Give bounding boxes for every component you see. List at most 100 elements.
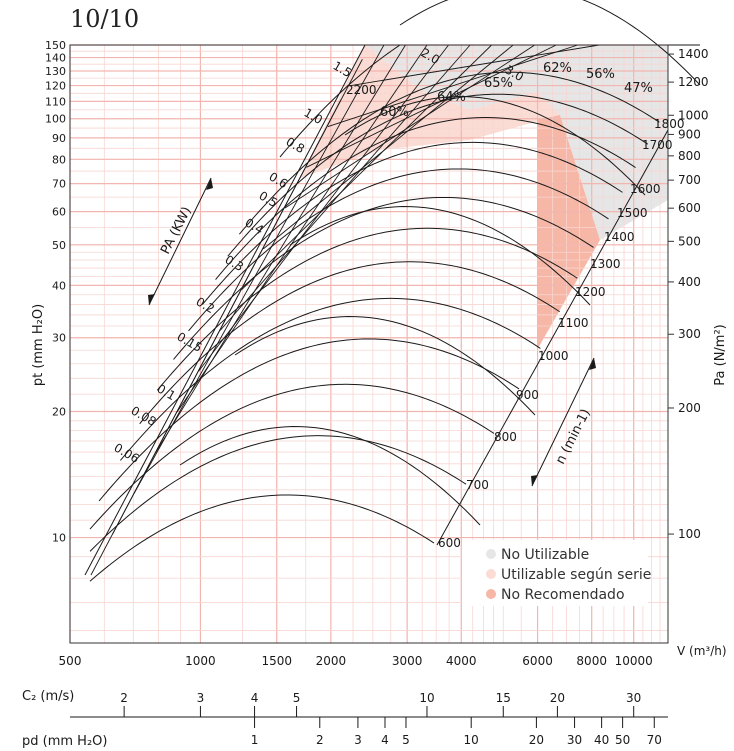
power-axis-arrow-line [148, 177, 212, 306]
speed-label: 1300 [590, 257, 621, 271]
y-right-tick-label: 700 [678, 173, 701, 187]
right-boundary [436, 129, 669, 546]
speed-label: 2200 [346, 83, 377, 97]
y-right-tick-label: 1200 [678, 75, 709, 89]
efficiency-curve [289, 206, 591, 306]
scale-pd-tick: 10 [464, 733, 479, 747]
y-right-tick-label: 400 [678, 275, 701, 289]
scale-pd-tick: 30 [567, 733, 582, 747]
speed-curve [188, 168, 609, 332]
speed-label: 1400 [604, 230, 635, 244]
y-left-tick-label: 140 [45, 52, 66, 65]
speed-label: 900 [516, 388, 539, 402]
power-line [112, 59, 363, 535]
legend-label: Utilizable según serie [501, 567, 651, 583]
power-label: 0.6 [267, 169, 291, 191]
x-tick-label: 3000 [392, 654, 423, 668]
speed-curve [279, 44, 700, 158]
y-right-tick-label: 200 [678, 401, 701, 415]
speed-axis-label: n (min-1) [553, 407, 594, 467]
power-line [263, 44, 514, 250]
efficiency-curve [179, 426, 481, 526]
plot-frame [69, 44, 669, 644]
x-tick-label: 6000 [522, 654, 553, 668]
power-label: 1.0 [302, 105, 326, 127]
x-tick-label: 1500 [261, 654, 292, 668]
scale-c2-tick: 4 [251, 691, 259, 705]
y-left-tick-label: 60 [52, 206, 66, 219]
y-right-tick-label: 1000 [678, 108, 709, 122]
page-title: 10/10 [70, 5, 139, 33]
efficiency-label: 65% [484, 76, 513, 91]
scale-pd-tick: 5 [402, 733, 410, 747]
power-line [349, 44, 600, 87]
power-label: 0.06 [112, 440, 142, 465]
x-tick-label: 4000 [446, 654, 477, 668]
power-axis-arrow-head-down [148, 294, 155, 305]
power-axis-arrow-head-up [206, 178, 213, 190]
y-right-tick-label: 900 [678, 127, 701, 141]
power-line [155, 44, 406, 453]
y-left-tick-label: 110 [45, 95, 66, 108]
efficiency-label: 60% [380, 105, 409, 120]
scale-c2-tick: 3 [197, 691, 205, 705]
axes: 500 1000 1500 2000 3000 4000 6000 8000 10000 V (m… [31, 39, 728, 668]
speed-label: 800 [494, 430, 517, 444]
scale-pd-tick: 50 [615, 733, 630, 747]
power-line [198, 44, 449, 372]
scale-pd-tick: 70 [647, 733, 662, 747]
scale-c2-tick: 10 [419, 691, 434, 705]
legend-swatch [486, 569, 496, 579]
x-tick-label: 500 [59, 654, 82, 668]
scale-c2-tick: 15 [496, 691, 511, 705]
speed-label: 1000 [538, 349, 569, 363]
speed-curve [227, 93, 649, 257]
y-right-tick-label: 800 [678, 149, 701, 163]
scale-c2-tick: 30 [626, 691, 641, 705]
speed-label: 1500 [617, 206, 648, 220]
speed-curve [89, 435, 467, 552]
power-line [176, 44, 428, 413]
speed-label: 600 [438, 536, 461, 550]
power-label: 0.4 [243, 215, 267, 237]
legend: No Utilizable Utilizable según serie No Re… [462, 540, 651, 606]
legend-label: No Utilizable [501, 547, 589, 563]
x-tick-label: 2000 [316, 654, 347, 668]
power-line [327, 44, 578, 127]
speed-axis-arrow-head-up [589, 358, 596, 370]
speed-curve [120, 297, 541, 461]
scale-pd-tick: 2 [316, 733, 324, 747]
scale-pd-tick: 3 [354, 733, 362, 747]
legend-label: No Recomendado [501, 587, 625, 603]
efficiency-curve [344, 96, 646, 196]
efficiency-curve [399, 0, 701, 86]
scale-c2-tick: 20 [550, 691, 565, 705]
speed-curve [98, 338, 520, 502]
y-left-axis-label: pt (mm H₂O) [31, 304, 46, 386]
y-right-tick-label: 600 [678, 201, 701, 215]
left-boundary [84, 44, 366, 576]
y-right-tick-label: 100 [678, 527, 701, 541]
y-right-tick-label: 300 [678, 327, 701, 341]
efficiency-label: 64% [437, 90, 466, 105]
y-left-tick-label: 20 [52, 405, 66, 418]
scale-c2-tick: 2 [120, 691, 128, 705]
scale-pd-tick: 20 [529, 733, 544, 747]
x-axis-label: V (m³/h) [677, 644, 727, 658]
y-left-tick-label: 90 [52, 132, 66, 145]
y-left-tick-label: 150 [45, 39, 66, 52]
y-left-tick-label: 40 [52, 279, 66, 292]
y-right-axis-label: Pa (N/m²) [713, 324, 728, 385]
efficiency-label: 47% [624, 81, 653, 96]
speed-curve [156, 227, 578, 391]
scale-pd-tick: 4 [381, 733, 389, 747]
y-left-tick-label: 120 [45, 80, 66, 93]
power-line [219, 44, 471, 331]
scale-c2-tick: 5 [293, 691, 301, 705]
power-line [241, 44, 492, 290]
legend-swatch [486, 589, 496, 599]
y-left-tick-label: 10 [52, 532, 66, 545]
speed-curve [139, 261, 560, 425]
speed-curve [238, 71, 660, 235]
